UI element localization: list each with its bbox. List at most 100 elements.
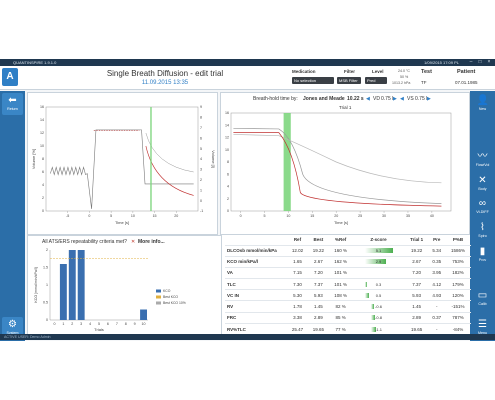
kco-bar	[77, 250, 85, 320]
vd-forward-icon[interactable]: ▶	[393, 96, 397, 102]
filter-select[interactable]: MSB Filter	[337, 77, 361, 84]
maximize-icon[interactable]: □	[478, 59, 482, 65]
medication-select[interactable]: No selection	[292, 77, 334, 84]
page-title: Single Breath Diffusion - edit trial	[106, 69, 224, 78]
row-trial-value: 2.89	[404, 311, 429, 324]
gas-concentration-chart[interactable]: 0 5 10 15 20 25 30 35 40 0 2 4 6 8 10 12 14 16 Time [s]	[221, 93, 469, 234]
row-best-value: 7.20	[307, 266, 329, 279]
volume-time-chart[interactable]: -5 0 5 10 15 200246810121416-10123456789Time …	[28, 93, 217, 234]
results-col-header: Best	[313, 236, 324, 242]
table-row[interactable]: TLC 7.30 7.37 101 % 0.3 7.37 4.12 179%	[225, 278, 471, 290]
close-cross-icon: ✕	[131, 239, 136, 245]
z-score-cell	[352, 266, 405, 279]
table-row[interactable]: VC IN 5.30 5.93 108 % 0.5 5.93 4.93 120%	[225, 289, 471, 301]
vt-diff-button[interactable]: ∞ Vt-DIFF	[476, 198, 489, 214]
spiro-icon: ⌇	[480, 222, 485, 233]
row-trial-value: 5.93	[404, 289, 429, 301]
y-tick-label: 14	[225, 123, 229, 127]
z-score-bar	[365, 270, 393, 275]
body-button[interactable]: ✕ Body	[478, 175, 487, 191]
x-tick-label: 2	[71, 322, 73, 326]
row-pb-value: -84%	[444, 322, 471, 335]
x-tick-label: 3	[80, 322, 82, 326]
row-pref-value: 101 %	[328, 278, 353, 290]
person-icon: 👤	[476, 95, 489, 106]
minimize-icon[interactable]: –	[469, 59, 473, 65]
app-logo: A	[2, 68, 18, 86]
system-button[interactable]: ⚙ System	[2, 317, 23, 339]
repeatability-text: All ATS/ERS repeatability criteria met?	[42, 239, 127, 245]
prov-button[interactable]: ▮ Prov	[472, 244, 493, 266]
row-pre-value: -	[428, 300, 445, 313]
x-tick-label: 5	[110, 214, 112, 218]
y-tick-label: 6	[42, 170, 44, 174]
results-col-header: Z-score	[370, 236, 387, 242]
env-humidity: 50 %	[400, 75, 409, 79]
trial-label: Trial 1	[339, 105, 352, 110]
row-ref-value: 1.78	[287, 300, 308, 313]
y-tick-label: 2	[46, 248, 48, 252]
calibration-icon: ▭	[477, 290, 488, 301]
vs-forward-icon[interactable]: ▶	[427, 96, 431, 102]
x-tick-label: 25	[358, 214, 362, 218]
table-row[interactable]: RV%TLC 25.47 19.65 77 % -1.1 19.65- -84%	[225, 322, 471, 335]
row-param-name: RV	[225, 300, 287, 313]
new-button[interactable]: 👤 New	[476, 95, 489, 111]
calib-button[interactable]: ▭ Calib	[477, 290, 488, 306]
patient-value: 07.01.1985	[455, 80, 478, 85]
table-row[interactable]: VA 7.15 7.20 101 % 7.20 3.95 182%	[225, 266, 471, 279]
close-icon[interactable]: ×	[487, 59, 491, 65]
y2-tick-label: 2	[200, 178, 202, 182]
gear-icon: ⚙	[8, 319, 17, 330]
x-axis-label: Time [s]	[115, 220, 129, 225]
co-gas-line	[233, 132, 442, 207]
test-value: TF	[421, 80, 427, 85]
diffusion-icon: ∞	[478, 198, 487, 209]
x-tick-label: 1	[62, 322, 64, 326]
level-select[interactable]: Pred	[365, 77, 387, 84]
env-temperature: 24.0 °C	[398, 69, 411, 73]
results-col-header: Trial 1	[410, 236, 424, 242]
x-tick-label: 35	[406, 214, 410, 218]
return-button[interactable]: ⬅ Return	[2, 93, 23, 115]
table-row[interactable]: DLCOsb mmol/min/kPa 12.02 19.22 160 % 5.1 19.…	[225, 244, 471, 257]
spiro-button[interactable]: ⌇ Spiro	[478, 222, 487, 238]
y-tick-label: 0.5	[43, 301, 48, 305]
results-table: Ref Best %Ref Z-score Trial 1 Pre P%B DLCOsb m…	[225, 234, 471, 335]
row-ref-value: 7.15	[287, 266, 308, 279]
table-row[interactable]: FRC 3.38 2.89 85 % -0.8 2.89 0.37 787%	[225, 311, 471, 324]
volume-trace	[50, 129, 194, 209]
menu-button[interactable]: ☰ Menu	[478, 319, 487, 335]
kco-bar	[140, 309, 147, 320]
y-axis-label: KCO [mmol/min/kPa/l]	[34, 267, 38, 302]
y-tick-label: 10	[40, 144, 44, 148]
table-row[interactable]: RV 1.78 1.45 82 % -0.6 1.45- -151%	[225, 300, 471, 313]
flow-vol-button[interactable]: 〰 Flow/Vol	[475, 151, 490, 167]
x-tick-label: 15	[310, 214, 314, 218]
window-title: QUANTINSPIRE 1.9.1.0	[13, 60, 57, 65]
y2-tick-label: 1	[200, 188, 202, 192]
row-trial-value: 19.65	[404, 322, 429, 335]
left-nav: ⬅ Return ⚙ System	[0, 91, 25, 341]
y-tick-label: 12	[225, 136, 229, 140]
vd-arrow-icon[interactable]: ◀	[366, 96, 370, 102]
table-row[interactable]: KCO min/kPa/l 1.65 2.67 162 % 2.9 2.67 0.35 753…	[225, 255, 471, 268]
breath-hold-time: 10.22 s	[347, 96, 364, 102]
level-label: Level	[372, 69, 384, 74]
repeatability-panel: All ATS/ERS repeatability criteria met? …	[27, 235, 222, 339]
z-score-cell: 2.9	[352, 255, 405, 268]
z-score-value: -0.6	[375, 304, 382, 310]
row-pb-value: 120%	[444, 289, 471, 301]
legend-swatch	[156, 295, 161, 299]
row-pre-value: -	[428, 322, 445, 335]
x-tick-label: 7	[116, 322, 118, 326]
row-pref-value: 85 %	[328, 311, 353, 324]
y2-tick-label: 5	[200, 147, 202, 151]
vd-value: 0.75 l	[381, 96, 394, 102]
y2-tick-label: 7	[200, 126, 202, 130]
vs-arrow-icon[interactable]: ◀	[400, 96, 404, 102]
y-tick-label: 4	[42, 183, 44, 187]
more-info-link[interactable]: More info...	[138, 239, 165, 245]
row-pref-value: 77 %	[328, 322, 353, 335]
x-tick-label: 20	[334, 214, 338, 218]
